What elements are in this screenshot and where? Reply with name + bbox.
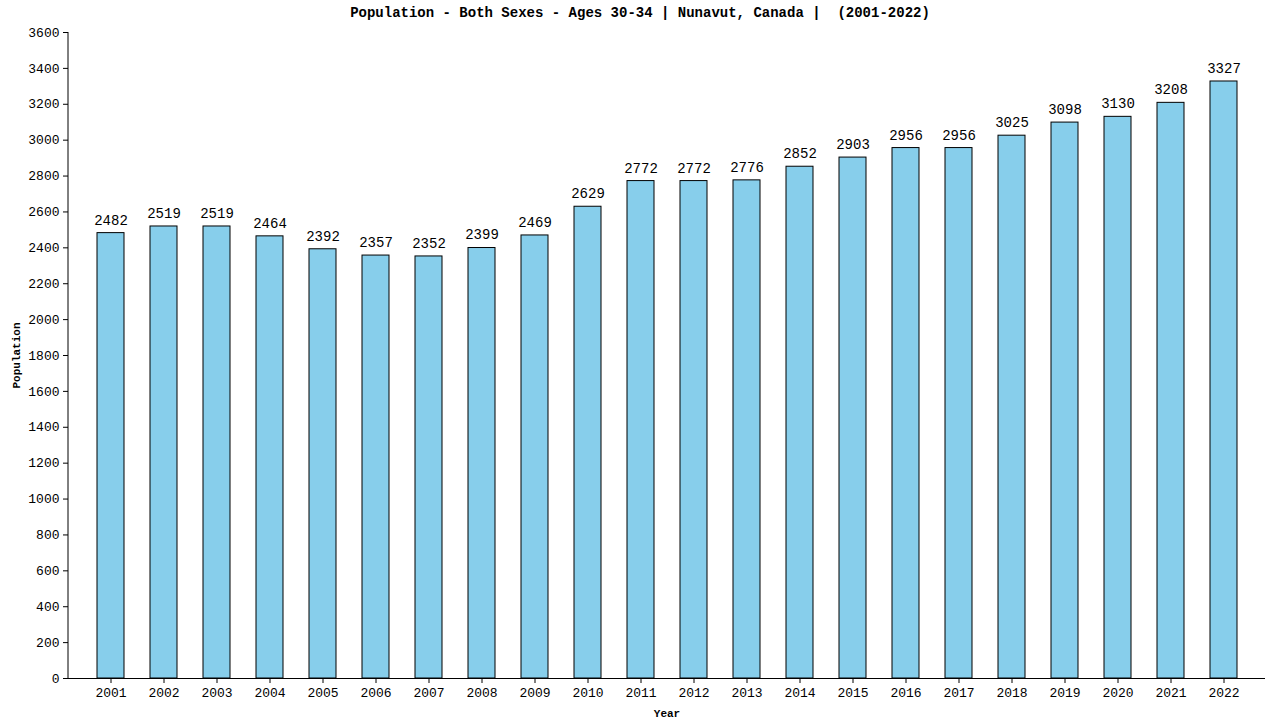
svg-text:3025: 3025	[995, 115, 1029, 131]
svg-text:2200: 2200	[28, 277, 59, 292]
svg-text:2007: 2007	[413, 686, 444, 701]
svg-text:2956: 2956	[889, 128, 923, 144]
svg-text:2017: 2017	[943, 686, 974, 701]
svg-text:2400: 2400	[28, 241, 59, 256]
svg-text:1600: 1600	[28, 385, 59, 400]
svg-text:3200: 3200	[28, 97, 59, 112]
svg-text:3600: 3600	[28, 26, 59, 41]
svg-text:2022: 2022	[1208, 686, 1239, 701]
svg-text:2519: 2519	[200, 206, 234, 222]
svg-text:2399: 2399	[465, 227, 499, 243]
svg-text:2016: 2016	[890, 686, 921, 701]
svg-text:2019: 2019	[1049, 686, 1080, 701]
svg-text:3208: 3208	[1154, 82, 1188, 98]
svg-text:3327: 3327	[1207, 61, 1241, 77]
svg-text:2776: 2776	[730, 160, 764, 176]
svg-text:2005: 2005	[307, 686, 338, 701]
svg-text:2482: 2482	[94, 213, 128, 229]
html-text:Population - Both Sexes - Ages: Population - Both Sexes - Ages 30-34 | N…	[350, 5, 930, 21]
svg-text:0: 0	[52, 672, 60, 687]
svg-text:2012: 2012	[678, 686, 709, 701]
svg-text:2352: 2352	[412, 236, 446, 252]
svg-text:600: 600	[36, 564, 59, 579]
svg-text:1000: 1000	[28, 492, 59, 507]
svg-text:2021: 2021	[1155, 686, 1186, 701]
svg-text:2003: 2003	[201, 686, 232, 701]
svg-text:2002: 2002	[148, 686, 179, 701]
svg-text:2357: 2357	[359, 235, 393, 251]
svg-text:2015: 2015	[837, 686, 868, 701]
svg-text:3130: 3130	[1101, 96, 1135, 112]
svg-text:2008: 2008	[466, 686, 497, 701]
svg-text:2011: 2011	[625, 686, 656, 701]
svg-text:2903: 2903	[836, 137, 870, 153]
svg-text:2009: 2009	[519, 686, 550, 701]
svg-text:2001: 2001	[95, 686, 126, 701]
svg-text:Population: Population	[11, 322, 23, 388]
svg-text:2004: 2004	[254, 686, 285, 701]
svg-text:2772: 2772	[624, 161, 658, 177]
svg-text:2013: 2013	[731, 686, 762, 701]
svg-text:2852: 2852	[783, 146, 817, 162]
svg-text:2956: 2956	[942, 128, 976, 144]
svg-text:2464: 2464	[253, 216, 287, 232]
svg-text:2014: 2014	[784, 686, 815, 701]
svg-text:1800: 1800	[28, 349, 59, 364]
svg-text:2469: 2469	[518, 215, 552, 231]
svg-text:2020: 2020	[1102, 686, 1133, 701]
svg-text:3400: 3400	[28, 62, 59, 77]
svg-text:2010: 2010	[572, 686, 603, 701]
svg-text:2000: 2000	[28, 313, 59, 328]
svg-text:400: 400	[36, 600, 59, 615]
svg-text:3098: 3098	[1048, 102, 1082, 118]
svg-text:Year: Year	[654, 708, 680, 720]
svg-text:2800: 2800	[28, 169, 59, 184]
svg-text:3000: 3000	[28, 133, 59, 148]
svg-text:1200: 1200	[28, 456, 59, 471]
svg-text:2600: 2600	[28, 205, 59, 220]
svg-text:800: 800	[36, 528, 59, 543]
svg-text:200: 200	[36, 636, 59, 651]
svg-text:2006: 2006	[360, 686, 391, 701]
svg-text:2519: 2519	[147, 206, 181, 222]
svg-text:2772: 2772	[677, 161, 711, 177]
svg-text:2629: 2629	[571, 186, 605, 202]
svg-text:2018: 2018	[996, 686, 1027, 701]
svg-text:2392: 2392	[306, 229, 340, 245]
svg-text:1400: 1400	[28, 420, 59, 435]
